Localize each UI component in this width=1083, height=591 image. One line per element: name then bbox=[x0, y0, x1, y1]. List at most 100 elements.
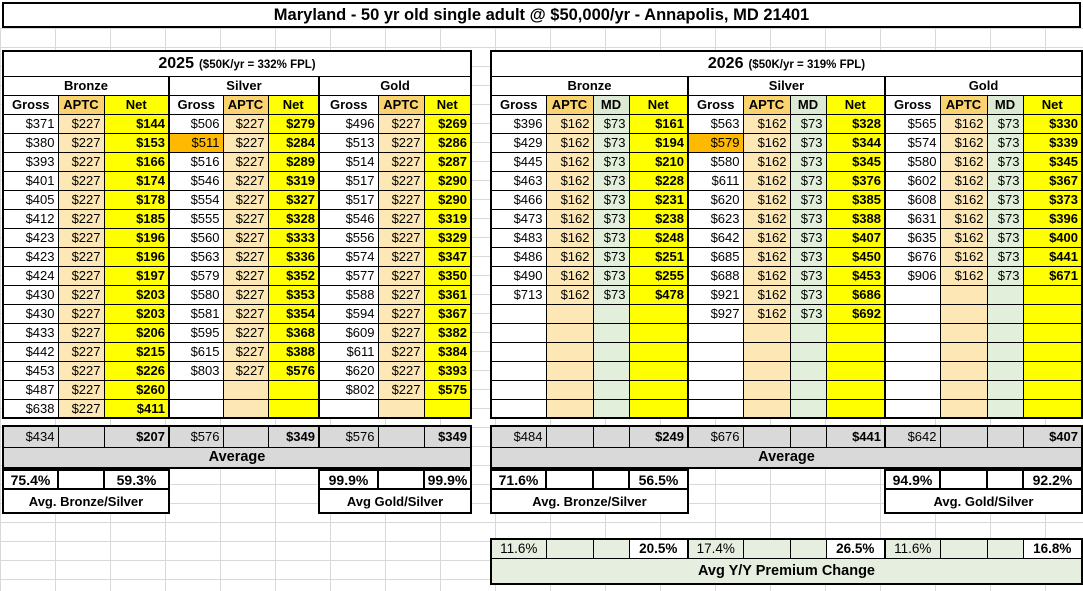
y2026-silver-gross-cell[interactable] bbox=[687, 360, 744, 381]
y2025-bronze-gross-cell[interactable]: $433 bbox=[2, 322, 59, 343]
y2026-gold-gross-cell[interactable]: $608 bbox=[884, 189, 941, 210]
y2026-silver-gross-cell[interactable]: $642 bbox=[687, 227, 744, 248]
y2025-bronze-net-cell[interactable]: $153 bbox=[103, 132, 170, 153]
y2025-bronze-net-cell[interactable]: $226 bbox=[103, 360, 170, 381]
y2026-gold-aptc-cell[interactable]: $162 bbox=[939, 208, 988, 229]
y2026-bronze-net-cell[interactable] bbox=[628, 322, 689, 343]
y2025-gold-gross-avg-cell[interactable]: $576 bbox=[318, 425, 379, 448]
y2025-silver-net-avg-cell[interactable]: $349 bbox=[267, 425, 320, 448]
y2026-bronze-aptc-cell[interactable]: $162 bbox=[545, 208, 594, 229]
y2025-bronze-aptc-cell[interactable]: $227 bbox=[57, 360, 105, 381]
y2026-silver-gross-yy-cell[interactable]: 17.4% bbox=[687, 538, 744, 559]
y2026-gold-gross-cell[interactable]: $602 bbox=[884, 170, 941, 191]
y2025-silver-gross-cell[interactable]: $595 bbox=[168, 322, 224, 343]
y2025-silver-gross-cell[interactable]: $546 bbox=[168, 170, 224, 191]
y2026-bronze-gross-pct-cell[interactable]: 71.6% bbox=[490, 469, 547, 490]
y2025-silver-gross-cell[interactable]: $580 bbox=[168, 284, 224, 305]
y2025-bronze-gross-cell[interactable]: $393 bbox=[2, 151, 59, 172]
y2026-gold-net-cell[interactable] bbox=[1022, 379, 1083, 400]
y2025-gold-gross-cell[interactable]: $609 bbox=[318, 322, 379, 343]
y2026-bronze-aptc-cell[interactable] bbox=[545, 303, 594, 324]
y2026-gold-gross-avg-cell[interactable]: $642 bbox=[884, 425, 941, 448]
y2026-silver-net-cell[interactable]: $344 bbox=[825, 132, 886, 153]
y2026-gold-md-cell[interactable]: $73 bbox=[986, 208, 1024, 229]
y2026-gold-md-cell[interactable]: $73 bbox=[986, 246, 1024, 267]
y2025-bronze-gross-cell[interactable]: $430 bbox=[2, 303, 59, 324]
y2025-bronze-aptc-cell[interactable]: $227 bbox=[57, 132, 105, 153]
y2026-silver-md-cell[interactable]: $73 bbox=[789, 303, 827, 324]
y2026-bronze-gross-cell[interactable]: $463 bbox=[490, 170, 547, 191]
y2025-bronze-gross-cell[interactable]: $442 bbox=[2, 341, 59, 362]
y2025-gold-net-cell[interactable]: $382 bbox=[423, 322, 472, 343]
y2025-gold-net-cell[interactable]: $329 bbox=[423, 227, 472, 248]
y2025-gold-aptc-cell[interactable] bbox=[377, 398, 425, 419]
y2026-silver-aptc-cell[interactable] bbox=[742, 322, 791, 343]
y2026-bronze-aptc-cell[interactable] bbox=[545, 379, 594, 400]
y2026-silver-net-yy-cell[interactable]: 26.5% bbox=[825, 538, 886, 559]
y2025-bronze-net-cell[interactable]: $197 bbox=[103, 265, 170, 286]
y2025-silver-aptc-avg-cell[interactable] bbox=[222, 425, 269, 448]
y2025-silver-gross-avg-cell[interactable]: $576 bbox=[168, 425, 224, 448]
y2025-silver-net-cell[interactable] bbox=[267, 398, 320, 419]
y2026-gold-gross-cell[interactable] bbox=[884, 398, 941, 419]
y2025-silver-aptc-cell[interactable]: $227 bbox=[222, 246, 269, 267]
y2026-gold-md-yy-cell[interactable] bbox=[986, 538, 1024, 559]
y2025-gold-net-cell[interactable]: $290 bbox=[423, 189, 472, 210]
y2025-bronze-aptc-avg-cell[interactable] bbox=[57, 425, 105, 448]
y2025-gold-aptc-cell[interactable]: $227 bbox=[377, 246, 425, 267]
y2025-silver-gross-cell[interactable]: $581 bbox=[168, 303, 224, 324]
y2026-bronze-md-cell[interactable]: $73 bbox=[592, 246, 630, 267]
y2025-gold-net-cell[interactable]: $575 bbox=[423, 379, 472, 400]
y2025-silver-net-cell[interactable]: $284 bbox=[267, 132, 320, 153]
y2026-silver-aptc-cell[interactable]: $162 bbox=[742, 113, 791, 134]
y2025-gold-net-cell[interactable]: $286 bbox=[423, 132, 472, 153]
y2025-silver-net-cell[interactable]: $319 bbox=[267, 170, 320, 191]
y2026-bronze-gross-cell[interactable]: $473 bbox=[490, 208, 547, 229]
y2025-silver-gross-cell[interactable]: $563 bbox=[168, 246, 224, 267]
y2026-silver-net-cell[interactable]: $388 bbox=[825, 208, 886, 229]
y2026-silver-md-cell[interactable]: $73 bbox=[789, 246, 827, 267]
y2025-silver-net-cell[interactable]: $353 bbox=[267, 284, 320, 305]
y2025-bronze-gross-cell[interactable]: $423 bbox=[2, 246, 59, 267]
y2025-gold-gross-cell[interactable]: $574 bbox=[318, 246, 379, 267]
y2026-gold-md-cell[interactable]: $73 bbox=[986, 113, 1024, 134]
y2026-gold-aptc-cell[interactable]: $162 bbox=[939, 132, 988, 153]
y2026-gold-net-cell[interactable]: $339 bbox=[1022, 132, 1083, 153]
y2025-silver-net-cell[interactable]: $279 bbox=[267, 113, 320, 134]
y2025-gold-gross-cell[interactable]: $620 bbox=[318, 360, 379, 381]
y2026-silver-net-cell[interactable]: $450 bbox=[825, 246, 886, 267]
y2026-silver-net-avg-cell[interactable]: $441 bbox=[825, 425, 886, 448]
y2025-silver-gross-cell[interactable]: $506 bbox=[168, 113, 224, 134]
y2026-gold-aptc-avg-cell[interactable] bbox=[939, 425, 988, 448]
y2026-gold-md-cell[interactable] bbox=[986, 360, 1024, 381]
y2026-gold-aptc-cell[interactable] bbox=[939, 360, 988, 381]
y2025-gold-aptc-pct-cell[interactable] bbox=[377, 469, 425, 490]
y2025-silver-aptc-cell[interactable]: $227 bbox=[222, 170, 269, 191]
y2025-gold-net-cell[interactable]: $287 bbox=[423, 151, 472, 172]
y2025-silver-net-cell[interactable]: $327 bbox=[267, 189, 320, 210]
y2025-bronze-aptc-cell[interactable]: $227 bbox=[57, 265, 105, 286]
y2026-bronze-gross-cell[interactable] bbox=[490, 379, 547, 400]
y2025-silver-gross-cell[interactable]: $516 bbox=[168, 151, 224, 172]
y2026-silver-gross-cell[interactable] bbox=[687, 379, 744, 400]
y2025-silver-net-cell[interactable]: $333 bbox=[267, 227, 320, 248]
y2026-gold-md-cell[interactable] bbox=[986, 341, 1024, 362]
y2025-bronze-aptc-cell[interactable]: $227 bbox=[57, 208, 105, 229]
y2026-silver-net-cell[interactable]: $407 bbox=[825, 227, 886, 248]
y2025-gold-gross-cell[interactable]: $513 bbox=[318, 132, 379, 153]
y2026-silver-gross-cell[interactable]: $563 bbox=[687, 113, 744, 134]
y2026-bronze-net-pct-cell[interactable]: 56.5% bbox=[628, 469, 689, 490]
y2026-bronze-net-cell[interactable]: $478 bbox=[628, 284, 689, 305]
y2026-silver-gross-cell[interactable]: $620 bbox=[687, 189, 744, 210]
y2026-gold-net-cell[interactable]: $396 bbox=[1022, 208, 1083, 229]
y2025-silver-gross-cell[interactable]: $579 bbox=[168, 265, 224, 286]
y2025-bronze-net-cell[interactable]: $203 bbox=[103, 303, 170, 324]
y2025-gold-gross-cell[interactable]: $517 bbox=[318, 189, 379, 210]
y2026-silver-md-cell[interactable]: $73 bbox=[789, 132, 827, 153]
y2025-gold-net-cell[interactable]: $367 bbox=[423, 303, 472, 324]
y2025-gold-aptc-cell[interactable]: $227 bbox=[377, 151, 425, 172]
y2026-gold-md-cell[interactable] bbox=[986, 322, 1024, 343]
y2026-silver-aptc-cell[interactable]: $162 bbox=[742, 208, 791, 229]
y2026-gold-net-avg-cell[interactable]: $407 bbox=[1022, 425, 1083, 448]
y2025-gold-net-cell[interactable]: $393 bbox=[423, 360, 472, 381]
